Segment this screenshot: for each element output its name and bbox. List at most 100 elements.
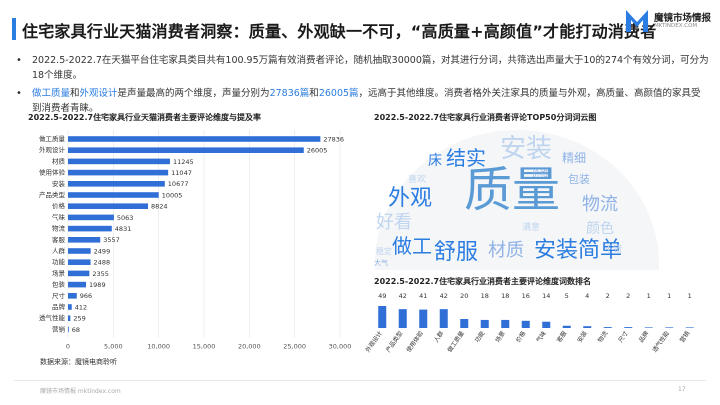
- category-label: 价格: [514, 330, 527, 344]
- category-label: 包装: [52, 280, 66, 289]
- category-label: 客服: [555, 330, 568, 344]
- page-title: 住宅家具行业天猫消费者洞察：质量、外观缺一不可，“高质量+高颜值”才能打动消费者: [22, 22, 657, 41]
- bullet-text: 2022.5-2022.7在天猫平台住宅家具类目共有100.95万篇有效消费者评…: [32, 55, 709, 81]
- cloud-word: 不错: [604, 245, 623, 255]
- category-label: 做工质量: [39, 134, 66, 143]
- cloud-word: 结实: [446, 146, 486, 170]
- category-label: 外观设计: [364, 330, 384, 354]
- bar: [439, 309, 448, 328]
- bar: [398, 309, 407, 328]
- x-tick-label: 10,000: [147, 343, 170, 351]
- bar: [624, 327, 633, 328]
- x-tick-label: 15,000: [193, 343, 216, 351]
- bar: [68, 315, 71, 321]
- bar-value-label: 2499: [94, 247, 111, 255]
- category-label: 物流: [596, 330, 609, 344]
- cloud-word: 精细: [562, 151, 587, 165]
- category-label: 使用体验: [39, 168, 66, 177]
- category-label: 材质: [52, 156, 66, 165]
- bar-value-label: 1: [647, 292, 651, 300]
- data-source: 数据来源：魔镜电商聆听: [40, 358, 117, 366]
- bar-value-label: 3557: [103, 236, 120, 244]
- cloud-word: 做工: [392, 234, 432, 258]
- bar: [68, 237, 101, 243]
- category-label: 营销: [52, 324, 66, 333]
- cloud-word: 物流: [582, 194, 618, 215]
- bar: [68, 281, 87, 288]
- bar: [68, 192, 159, 198]
- bar-value-label: 18: [481, 292, 489, 300]
- bar-value-label: 27836: [323, 135, 344, 143]
- category-label: 营销: [678, 330, 691, 344]
- bar-value-label: 20: [460, 292, 468, 300]
- right-chart-title: 2022.5-2022.7住宅家具行业消费者主要评论维度词数排名: [374, 277, 592, 286]
- highlight-text: 做工质量: [32, 88, 71, 99]
- category-label: 客服: [52, 235, 66, 244]
- category-label: 安装: [575, 330, 588, 344]
- title-bar: 住宅家具行业天猫消费者洞察：质量、外观缺一不可，“高质量+高颜值”才能打动消费者: [0, 14, 720, 48]
- bar: [68, 136, 321, 142]
- cloud-word: 价格: [532, 169, 548, 178]
- bar-value-label: 2: [626, 292, 630, 300]
- x-tick-label: 20,000: [238, 343, 261, 351]
- bar: [583, 326, 592, 328]
- bar: [419, 309, 428, 328]
- category-label: 产品类型: [39, 190, 66, 199]
- cloud-word: 好看: [376, 212, 412, 233]
- bullet-dot: •: [16, 88, 22, 99]
- footer-brand: 魔镜市场情报 mktindex.com: [40, 388, 121, 395]
- bar: [644, 327, 653, 328]
- left-chart-title: 2022.5-2022.7住宅家具行业天猫消费者主要评论维度与提及率: [28, 113, 262, 122]
- bar-value-label: 11047: [171, 169, 192, 177]
- word-cloud: 质量 安装 外观 结实 舒服 材质 安装简单 做工 物流 好看 精细 包装 床 …: [372, 126, 662, 270]
- bar-value-label: 1989: [89, 281, 106, 289]
- x-tick-label: 25,000: [283, 343, 306, 351]
- bar: [68, 225, 112, 232]
- bar-value-label: 4: [585, 292, 589, 300]
- highlight-text: 26005篇: [318, 88, 359, 99]
- footer-divider: [14, 380, 706, 381]
- bar: [378, 306, 387, 328]
- cloud-word: 颜色: [586, 221, 614, 237]
- bullet-text: ，远高于其他维度。消费者格外关注家具的质量与外观，高质量、高颜值的家具受到消费者…: [32, 88, 701, 114]
- bar: [68, 214, 114, 221]
- bar-value-label: 41: [419, 292, 427, 300]
- bar: [68, 304, 72, 310]
- bar-value-label: 42: [399, 292, 407, 300]
- bar-value-label: 2: [606, 292, 610, 300]
- bar-value-label: 4831: [115, 225, 132, 233]
- bar-value-label: 5: [565, 292, 569, 300]
- bullet-text: 和: [309, 88, 319, 99]
- bar-value-label: 10677: [168, 180, 189, 188]
- category-label: 气味: [534, 330, 547, 344]
- logo-name: 魔镜市场情报: [654, 13, 712, 24]
- cloud-word: 安装简单: [534, 238, 623, 263]
- category-label: 功能: [473, 330, 486, 344]
- category-label: 品牌: [637, 330, 650, 344]
- logo-url: MKTINDEX.COM: [654, 23, 698, 29]
- category-label: 人群: [52, 246, 66, 255]
- wordcloud-title: 2022.5-2022.7住宅家具行业消费者评论TOP50分词词云图: [374, 113, 597, 122]
- category-label: 尺寸: [52, 291, 66, 300]
- bar: [68, 248, 91, 254]
- bar-value-label: 5063: [117, 214, 134, 222]
- category-label: 透气性能: [651, 330, 671, 354]
- bar: [542, 321, 551, 328]
- category-label: 品牌: [52, 302, 66, 311]
- bar: [68, 259, 91, 265]
- cloud-word: 包装: [568, 173, 590, 186]
- category-label: 尺寸: [616, 330, 629, 344]
- bullet-item: • 2022.5-2022.7在天猫平台住宅家具类目共有100.95万篇有效消费…: [14, 53, 710, 83]
- category-label: 使用体验: [405, 330, 425, 354]
- category-label: 场景: [493, 330, 506, 344]
- category-label: 气味: [52, 212, 66, 221]
- category-label: 安装: [52, 179, 66, 188]
- m-logo-icon: [626, 10, 648, 32]
- category-label: 价格: [52, 201, 66, 210]
- category-label: 场景: [52, 268, 66, 277]
- bar-value-label: 966: [80, 292, 92, 300]
- bar: [68, 147, 304, 153]
- bar: [603, 327, 612, 328]
- bar-value-label: 14: [542, 292, 550, 300]
- cloud-word: 床: [428, 153, 442, 169]
